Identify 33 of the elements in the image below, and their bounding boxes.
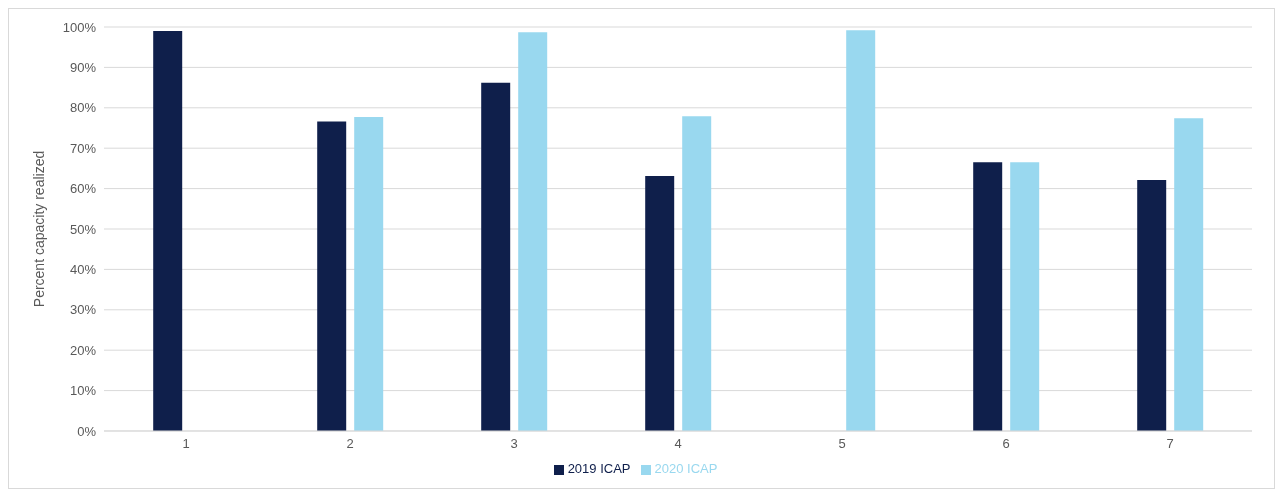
- x-tick-label: 4: [674, 436, 682, 452]
- legend-label: 2020 ICAP: [654, 461, 718, 476]
- x-tick-label: 3: [510, 436, 518, 452]
- bar: [973, 162, 1003, 431]
- x-tick-label: 2: [346, 436, 354, 452]
- bar: [1174, 118, 1204, 431]
- bar: [1010, 162, 1040, 431]
- legend-label: 2019 ICAP: [567, 461, 631, 476]
- y-tick-label: 10%: [69, 383, 97, 399]
- bar: [481, 82, 511, 431]
- x-tick-label: 5: [838, 436, 846, 452]
- y-tick-label: 40%: [69, 262, 97, 278]
- y-tick-label: 80%: [69, 100, 97, 116]
- x-tick-label: 1: [182, 436, 190, 452]
- bar: [153, 31, 183, 431]
- y-tick-label: 60%: [69, 181, 97, 197]
- y-tick-label: 0%: [77, 423, 97, 439]
- y-tick-label: 30%: [69, 302, 97, 318]
- bar: [354, 117, 384, 431]
- bar: [645, 176, 675, 431]
- bar: [846, 30, 876, 431]
- x-tick-label: 6: [1002, 436, 1010, 452]
- bar: [682, 116, 712, 431]
- y-tick-label: 20%: [69, 342, 97, 358]
- x-tick-label: 7: [1166, 436, 1174, 452]
- bar: [1137, 180, 1167, 431]
- y-tick-label: 50%: [69, 221, 97, 237]
- y-tick-label: 90%: [69, 60, 97, 76]
- y-tick-label: 100%: [62, 19, 97, 35]
- bar: [317, 121, 347, 431]
- bar: [518, 32, 548, 431]
- y-axis-title: Percent capacity realized: [30, 150, 47, 308]
- y-tick-label: 70%: [69, 140, 97, 156]
